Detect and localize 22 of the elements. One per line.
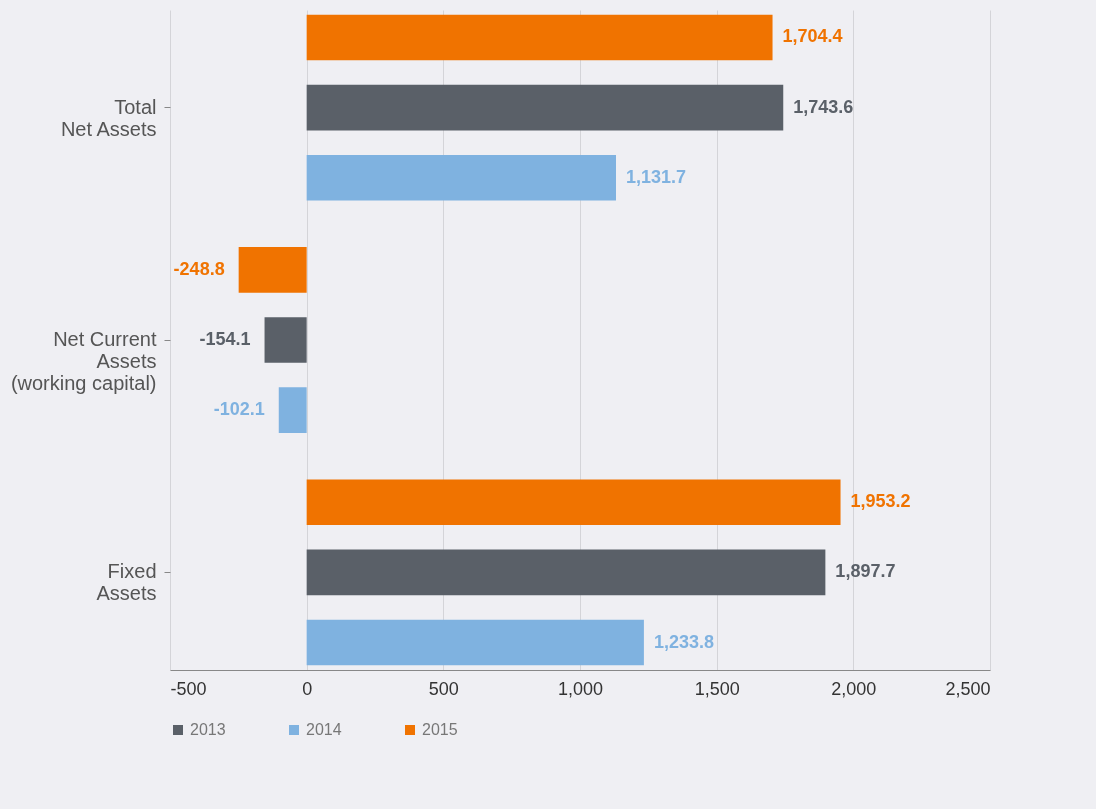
- data-label: 1,233.8: [653, 631, 714, 652]
- data-label: -154.1: [199, 329, 251, 349]
- data-label: 1,743.6: [793, 96, 854, 117]
- legend-label: 2015: [422, 721, 458, 738]
- data-label: 1,131.7: [626, 166, 687, 187]
- x-tick-label: -500: [170, 678, 207, 699]
- data-label: 1,953.2: [850, 491, 911, 512]
- data-label: -248.8: [173, 258, 225, 279]
- x-tick-label: 500: [428, 678, 459, 699]
- x-tick-label: 2,000: [831, 678, 877, 699]
- legend-label: 2013: [190, 721, 226, 738]
- y-tick-label: Net Current Assets (working capital): [10, 328, 157, 394]
- x-tick-label: 1,000: [557, 678, 604, 699]
- y-tick-label: Total Net Assets: [60, 95, 157, 140]
- x-tick-label: 1,500: [694, 678, 740, 699]
- x-tick-label: 2,500: [945, 678, 991, 699]
- data-label: -102.1: [213, 399, 265, 420]
- x-tick-label: 0: [302, 678, 313, 699]
- legend-label: 2014: [306, 721, 342, 738]
- data-label: 1,897.7: [835, 561, 896, 582]
- y-tick-label: Fixed Assets: [96, 560, 157, 605]
- data-label: 1,704.4: [782, 26, 843, 47]
